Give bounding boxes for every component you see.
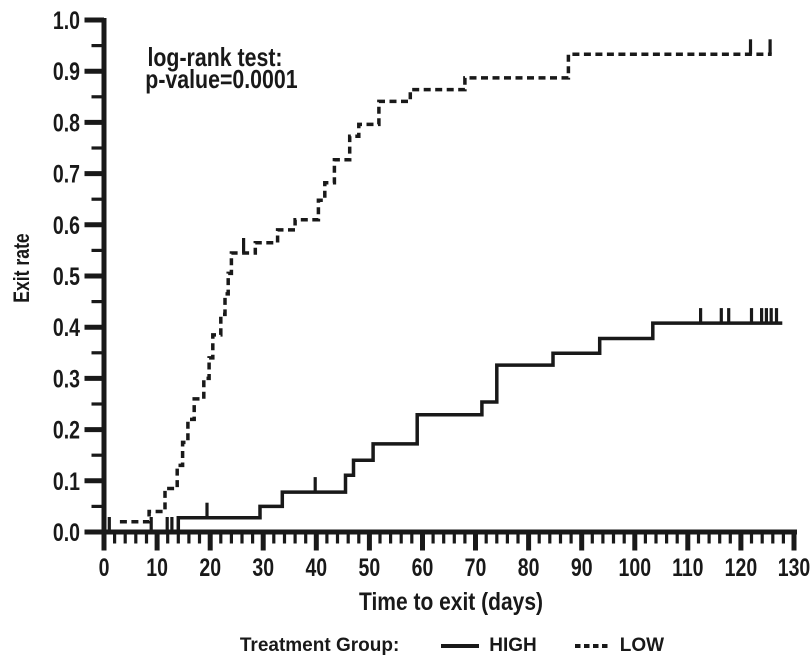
svg-text:110: 110 <box>672 554 703 582</box>
y-axis-ticks <box>84 17 104 535</box>
x-tick-label: 0 <box>99 554 110 582</box>
series-high-curve <box>104 321 783 534</box>
x-tick-label: 40 <box>305 554 327 582</box>
y-tick-label: 0.9 <box>53 58 80 86</box>
svg-text:0.1: 0.1 <box>53 467 80 495</box>
x-tick-labels: 0 10 20 30 40 50 60 70 80 90 100 110 120 130 <box>99 554 811 582</box>
svg-text:0.7: 0.7 <box>53 160 80 188</box>
x-tick-label: 60 <box>412 554 434 582</box>
legend-solid-line-swatch <box>441 644 480 648</box>
svg-text:0.5: 0.5 <box>53 263 80 291</box>
x-tick-label: 80 <box>518 554 540 582</box>
annotation: log-rank test: p-value=0.0001 <box>145 42 298 94</box>
svg-text:80: 80 <box>518 554 540 582</box>
legend-title: Treatment Group: <box>239 635 400 656</box>
y-axis-title: Exit rate <box>9 233 34 303</box>
x-tick-label: 10 <box>146 554 168 582</box>
svg-text:40: 40 <box>305 554 327 582</box>
svg-text:0.3: 0.3 <box>53 365 80 393</box>
series-high-censor-ticks <box>107 308 779 532</box>
y-tick-label: 0.5 <box>53 263 80 291</box>
svg-text:30: 30 <box>252 554 274 582</box>
y-tick-label: 0.2 <box>53 416 80 444</box>
svg-text:130: 130 <box>778 554 811 582</box>
y-tick-label: 0.1 <box>53 467 80 495</box>
svg-text:120: 120 <box>725 554 758 582</box>
y-tick-label: 1.0 <box>53 7 80 35</box>
legend-label-high: HIGH <box>489 635 537 656</box>
svg-text:0.0: 0.0 <box>53 519 80 547</box>
x-tick-label: 100 <box>619 554 652 582</box>
x-axis-title: Time to exit (days) <box>358 588 543 616</box>
y-tick-labels: 0.0 0.1 0.2 0.3 0.4 0.5 0.6 0.7 0.8 0.9 1.0 <box>53 7 81 547</box>
svg-text:0.6: 0.6 <box>53 211 80 239</box>
x-tick-label: 130 <box>778 554 811 582</box>
annotation-line-1: log-rank test: <box>147 42 283 72</box>
y-tick-label: 0.0 <box>53 519 80 547</box>
svg-text:70: 70 <box>465 554 487 582</box>
x-axis-ticks <box>101 532 797 551</box>
svg-text:0.2: 0.2 <box>53 416 80 444</box>
series-low-censor-ticks <box>242 39 772 253</box>
svg-text:0: 0 <box>99 554 110 582</box>
y-tick-label: 0.6 <box>53 211 80 239</box>
svg-text:90: 90 <box>571 554 593 582</box>
svg-text:0.4: 0.4 <box>53 314 81 342</box>
x-tick-label: 70 <box>465 554 487 582</box>
x-tick-label: 20 <box>199 554 221 582</box>
legend-label-low: LOW <box>619 635 665 656</box>
svg-text:60: 60 <box>412 554 434 582</box>
svg-text:1.0: 1.0 <box>53 7 80 35</box>
y-tick-label: 0.3 <box>53 365 80 393</box>
svg-text:20: 20 <box>199 554 221 582</box>
legend-dashed-line-swatch <box>574 644 609 648</box>
y-tick-label: 0.8 <box>53 109 80 137</box>
svg-text:0.8: 0.8 <box>53 109 80 137</box>
svg-text:100: 100 <box>619 554 652 582</box>
svg-text:0.9: 0.9 <box>53 58 80 86</box>
x-tick-label: 50 <box>359 554 381 582</box>
x-tick-label: 110 <box>672 554 703 582</box>
svg-text:50: 50 <box>359 554 381 582</box>
y-tick-label: 0.4 <box>53 314 81 342</box>
annotation-line-2: p-value=0.0001 <box>145 64 298 94</box>
series-low-curve <box>119 52 772 524</box>
svg-text:10: 10 <box>146 554 168 582</box>
y-tick-label: 0.7 <box>53 160 80 188</box>
legend: Treatment Group: HIGH LOW <box>0 633 812 659</box>
x-tick-label: 120 <box>725 554 758 582</box>
x-tick-label: 90 <box>571 554 593 582</box>
x-tick-label: 30 <box>252 554 274 582</box>
